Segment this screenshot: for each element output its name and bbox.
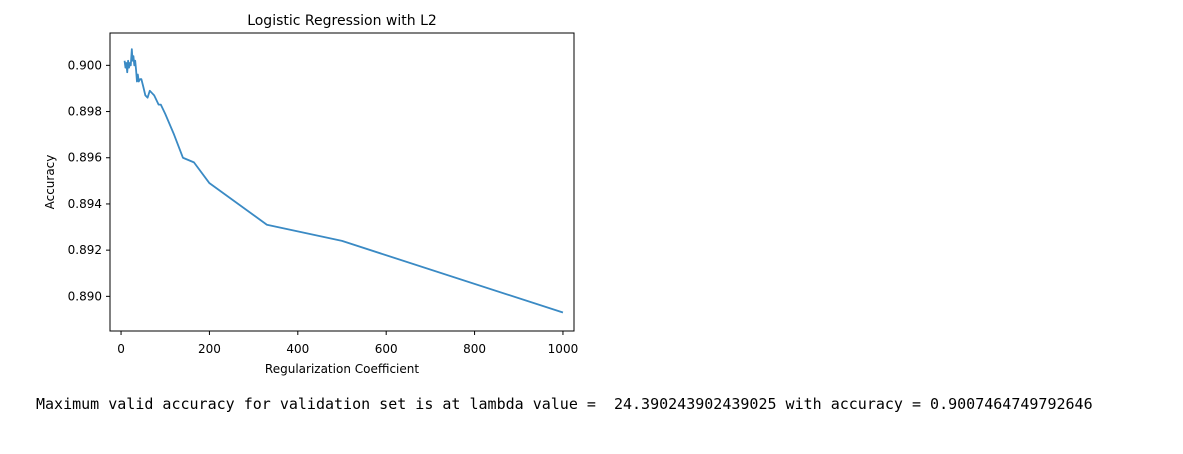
y-tick-label: 0.900 [68,58,102,72]
x-axis-label: Regularization Coefficient [265,362,419,376]
accuracy-series-line [123,48,564,314]
y-tick-label: 0.894 [68,197,102,211]
x-tick-label: 800 [463,342,486,356]
x-tick-label: 1000 [548,342,579,356]
x-tick-label: 400 [286,342,309,356]
chart-title: Logistic Regression with L2 [247,13,437,29]
plot-area-frame [109,32,575,332]
y-tick-label: 0.890 [68,289,102,303]
x-tick-label: 0 [117,342,125,356]
chart-container: Logistic Regression with L2 0 200 400 600 80… [0,0,600,385]
cell-output-text: Maximum valid accuracy for validation se… [36,395,1093,413]
line-chart: Logistic Regression with L2 0 200 400 600 80… [43,13,578,376]
y-tick-label: 0.896 [68,151,102,165]
x-tick-label: 200 [198,342,221,356]
y-tick-label: 0.892 [68,243,102,257]
y-axis: 0.890 0.892 0.894 0.896 0.898 0.900 [68,58,110,303]
x-axis: 0 200 400 600 800 1000 [117,331,578,356]
x-tick-label: 600 [375,342,398,356]
y-axis-label: Accuracy [43,155,57,210]
y-tick-label: 0.898 [68,105,102,119]
